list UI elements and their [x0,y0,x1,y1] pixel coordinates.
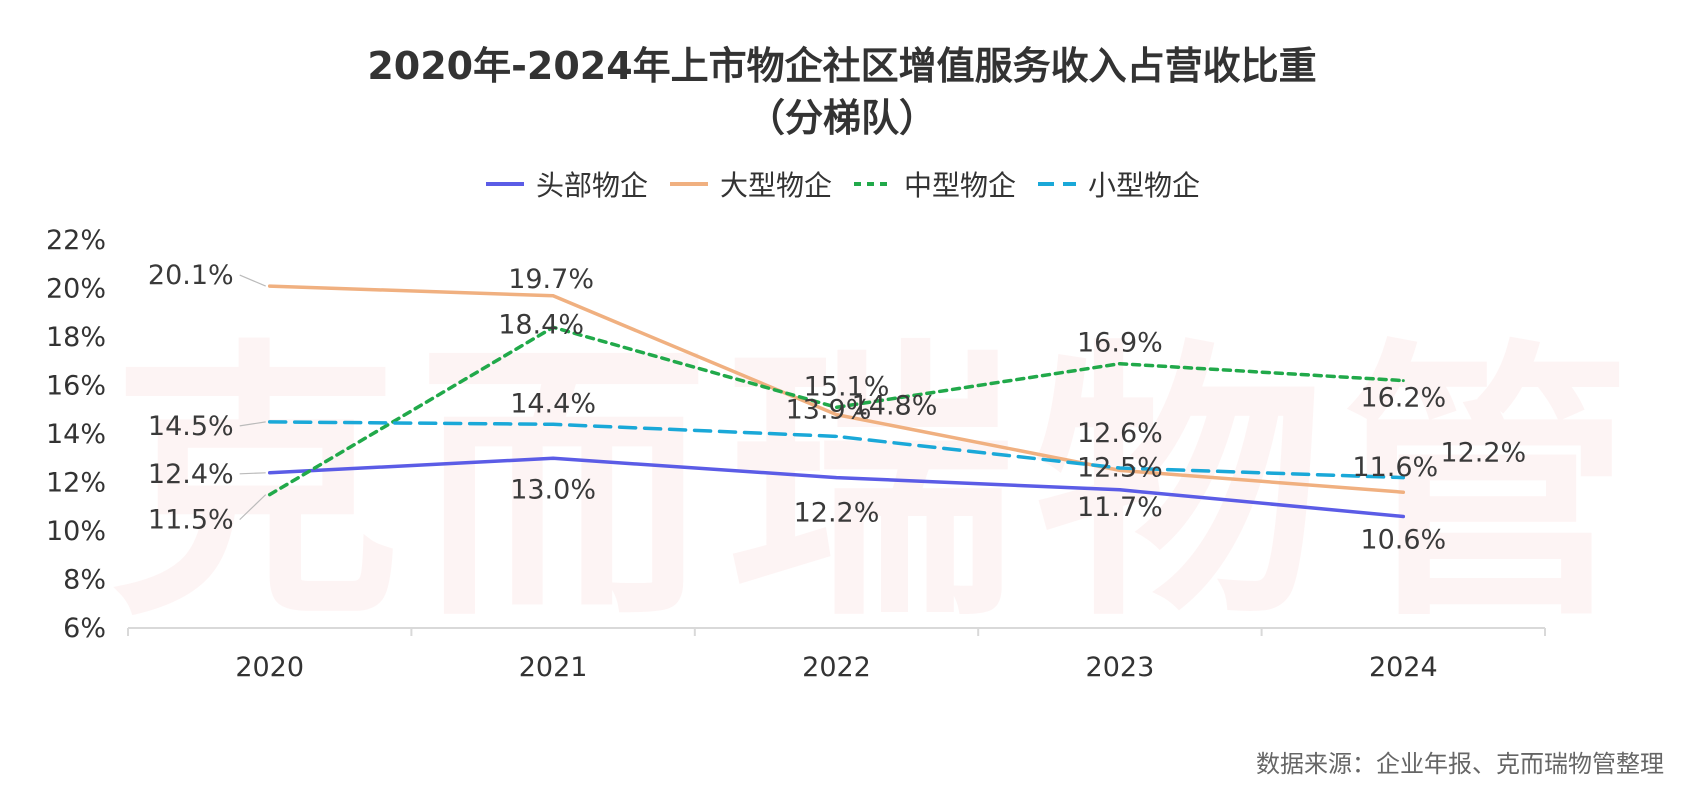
data-point [835,434,838,438]
y-tick-label: 20% [46,274,106,305]
legend-item: 小型物企 [1036,164,1200,204]
data-label: 15.1% [804,371,890,402]
data-point [835,405,838,409]
data-point [551,422,555,426]
data-label: 12.2% [1440,438,1526,469]
data-label: 13.9% [786,394,872,425]
y-tick-label: 22% [46,225,106,256]
data-label: 12.2% [794,498,880,529]
chart-title-main: 2020年-2024年上市物企社区增值服务收入占营收比重 [367,44,1317,88]
legend-item: 头部物企 [484,164,648,204]
leader-line [239,494,267,521]
y-tick-label: 10% [46,516,106,547]
x-tick-label: 2021 [519,652,588,683]
data-label: 14.5% [148,411,234,442]
legend-item: 大型物企 [668,164,832,204]
data-label: 13.0% [510,474,596,505]
data-point [835,413,838,417]
y-tick-label: 8% [63,565,106,596]
data-point [1118,362,1122,366]
data-point [1118,466,1122,470]
data-label: 14.8% [852,391,938,422]
data-label: 11.7% [1077,492,1163,523]
series-line [267,420,1406,480]
data-point [268,420,272,424]
legend-label: 大型物企 [719,169,832,202]
legend-label: 中型物企 [904,169,1017,202]
data-point [835,476,838,480]
x-tick-label: 2022 [802,652,871,683]
data-point [1401,379,1405,383]
y-tick-label: 16% [46,371,106,402]
watermark: 克而瑞物管 [110,318,1650,655]
y-tick-label: 12% [46,468,106,499]
legend-swatch [485,182,524,186]
data-label: 12.4% [148,459,234,490]
data-label: 11.5% [148,505,234,536]
source-note: 数据来源：企业年报、克而瑞物管整理 [1256,750,1664,778]
y-tick-label: 6% [63,613,106,644]
legend-label: 头部物企 [535,169,648,202]
leader-line [239,472,266,475]
x-tick-label: 2023 [1086,652,1155,683]
data-point [1401,514,1405,518]
data-point [268,493,272,497]
leader-line [239,421,266,427]
legend: 头部物企 大型物企 中型物企 小型物企 [0,164,1684,204]
legend-label: 小型物企 [1088,169,1201,202]
legend-item: 中型物企 [852,164,1016,204]
data-point [551,325,555,329]
data-point [1401,476,1405,480]
data-label: 16.9% [1077,328,1163,359]
x-tick-label: 2020 [235,652,304,683]
leader-line [239,274,266,287]
data-label: 12.6% [1077,418,1163,449]
y-tick-label: 18% [46,322,106,353]
chart-title: 2020年-2024年上市物企社区增值服务收入占营收比重 （分梯队） [0,40,1684,144]
data-point [268,284,272,288]
data-label: 11.6% [1352,452,1438,483]
data-label: 18.4% [498,309,584,340]
data-label: 20.1% [148,260,234,291]
x-tick-label: 2024 [1369,652,1438,683]
data-label: 14.4% [510,388,596,419]
data-label: 10.6% [1360,524,1446,555]
data-label: 19.7% [508,264,594,295]
data-point [1401,490,1405,494]
legend-swatch [854,182,892,186]
y-tick-label: 14% [46,419,106,450]
legend-swatch [669,182,708,186]
chart-subtitle: （分梯队） [746,96,937,140]
data-point [551,456,555,460]
data-label: 16.2% [1360,383,1446,414]
data-label: 12.5% [1077,452,1163,483]
data-point [551,294,555,298]
data-point [1118,488,1122,492]
legend-swatch [1038,182,1077,186]
data-point [268,471,272,475]
